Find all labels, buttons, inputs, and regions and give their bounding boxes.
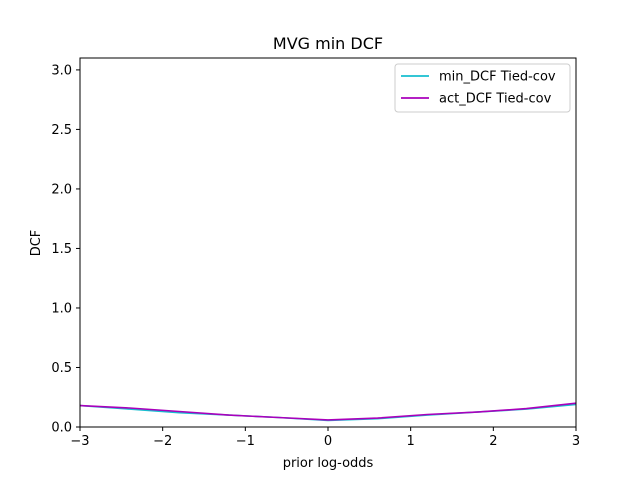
plot-area: −3 −2 −1 0 1 2 3 0.0 0.5 1.0 1.5 2.0 2.5 3.0 min_DCF T… <box>51 57 580 449</box>
series-line-2 <box>79 402 577 421</box>
x-tick-label: 1 <box>407 434 415 449</box>
y-tick-label: 0.0 <box>51 421 72 436</box>
x-tick-label: −2 <box>153 434 172 449</box>
x-tick-label: 3 <box>572 434 580 449</box>
y-tick-label: 0.5 <box>51 361 72 376</box>
y-tick-label: 2.5 <box>51 123 72 138</box>
x-tick-label: −1 <box>236 434 255 449</box>
legend-label-2: act_DCF Tied-cov <box>439 92 552 107</box>
y-tick-label: 2.0 <box>51 182 72 197</box>
x-tick-label: −3 <box>70 434 89 449</box>
legend-box <box>394 63 571 113</box>
y-tick-label: 1.5 <box>51 242 72 257</box>
y-axis-label: DCF <box>29 230 44 257</box>
x-axis-label: prior log-odds <box>283 456 374 471</box>
chart-title: MVG min DCF <box>273 34 383 53</box>
x-tick-label: 0 <box>324 434 332 449</box>
legend-label-1: min_DCF Tied-cov <box>439 70 556 85</box>
y-tick-label: 1.0 <box>51 301 72 316</box>
y-tick-label: 3.0 <box>51 63 72 78</box>
x-tick-label: 2 <box>489 434 497 449</box>
